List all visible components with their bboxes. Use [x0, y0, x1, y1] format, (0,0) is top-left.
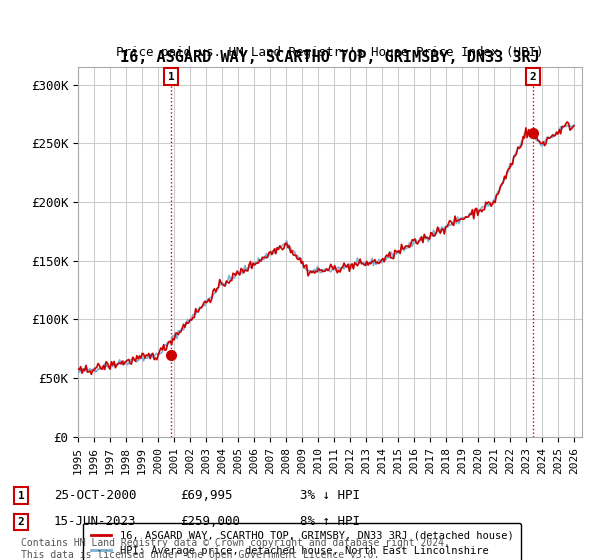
Text: Price paid vs. HM Land Registry's House Price Index (HPI): Price paid vs. HM Land Registry's House …: [116, 46, 544, 59]
Title: 16, ASGARD WAY, SCARTHO TOP, GRIMSBY, DN33 3RJ: 16, ASGARD WAY, SCARTHO TOP, GRIMSBY, DN…: [120, 50, 540, 64]
Text: £259,000: £259,000: [180, 515, 240, 529]
Text: £69,995: £69,995: [180, 489, 233, 502]
Text: 15-JUN-2023: 15-JUN-2023: [54, 515, 137, 529]
Text: 8% ↑ HPI: 8% ↑ HPI: [300, 515, 360, 529]
Text: 2: 2: [530, 72, 536, 82]
Text: 1: 1: [167, 72, 175, 82]
Legend: 16, ASGARD WAY, SCARTHO TOP, GRIMSBY, DN33 3RJ (detached house), HPI: Average pr: 16, ASGARD WAY, SCARTHO TOP, GRIMSBY, DN…: [83, 524, 521, 560]
Text: Contains HM Land Registry data © Crown copyright and database right 2024.
This d: Contains HM Land Registry data © Crown c…: [21, 538, 450, 559]
Text: 3% ↓ HPI: 3% ↓ HPI: [300, 489, 360, 502]
Text: 1: 1: [17, 491, 25, 501]
Text: 25-OCT-2000: 25-OCT-2000: [54, 489, 137, 502]
Text: 2: 2: [17, 517, 25, 527]
